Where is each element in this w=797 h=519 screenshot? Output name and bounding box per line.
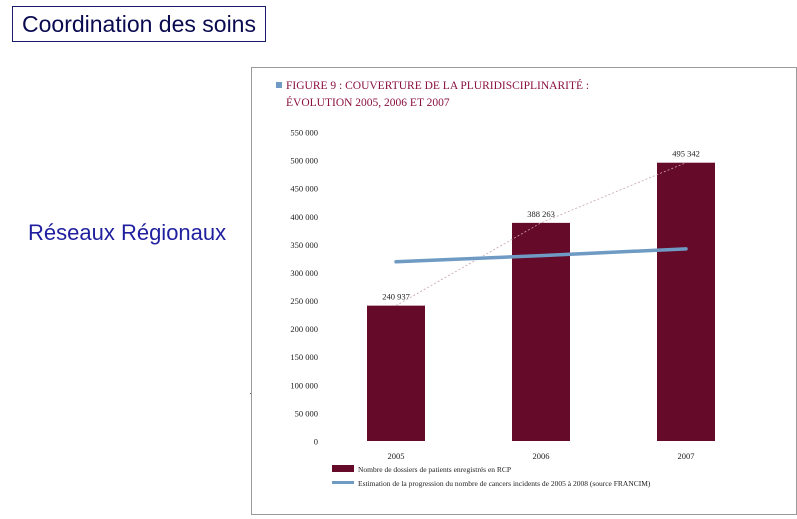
chart-panel: FIGURE 9 : COUVERTURE DE LA PLURIDISCIPL…: [251, 67, 797, 515]
section-label: Réseaux Régionaux: [28, 220, 227, 245]
bar-value-label: 495 342: [672, 149, 700, 159]
legend-label-bars: Nombre de dossiers de patients enregistr…: [358, 465, 511, 474]
bar-2005: [367, 305, 425, 441]
title-marker: [276, 82, 282, 88]
y-tick-label: 250 000: [290, 296, 318, 306]
y-tick-label: 350 000: [290, 240, 318, 250]
bar-value-label: 240 937: [382, 292, 410, 302]
chart-title-line1: FIGURE 9 : COUVERTURE DE LA PLURIDISCIPL…: [286, 78, 589, 92]
y-tick-label: 500 000: [290, 156, 318, 166]
y-tick-label: 400 000: [290, 212, 318, 222]
y-tick-label: 100 000: [290, 380, 318, 390]
overlays: [394, 162, 688, 306]
legend-swatch-bars: [332, 465, 354, 472]
y-tick-label: 550 000: [290, 128, 318, 138]
x-tick-label: 2007: [678, 451, 695, 461]
y-tick-label: 200 000: [290, 324, 318, 334]
x-axis: 2005 2006 2007: [388, 451, 695, 461]
y-tick-label: 0: [314, 437, 318, 447]
y-tick-label: 150 000: [290, 352, 318, 362]
bars: 240 937 388 263 495 342: [367, 149, 715, 441]
y-tick-label: 450 000: [290, 184, 318, 194]
legend: Nombre de dossiers de patients enregistr…: [332, 465, 651, 488]
bar-2006: [512, 222, 570, 441]
y-tick-label: 50 000: [295, 408, 318, 418]
y-axis: 0 50 000 100 000 150 000 200 000 250 000 300 0…: [290, 128, 318, 447]
bar-2007: [657, 162, 715, 441]
bar-value-label: 388 263: [527, 209, 555, 219]
x-tick-label: 2006: [533, 451, 550, 461]
y-tick-label: 300 000: [290, 268, 318, 278]
slide-title: Coordination des soins: [12, 6, 266, 42]
legend-swatch-line: [332, 481, 354, 484]
legend-label-line: Estimation de la progression du nombre d…: [358, 479, 651, 488]
x-tick-label: 2005: [388, 451, 405, 461]
chart-title-line2: ÉVOLUTION 2005, 2006 ET 2007: [286, 95, 450, 109]
bar-chart: FIGURE 9 : COUVERTURE DE LA PLURIDISCIPL…: [276, 78, 715, 488]
estimation-line: [394, 247, 688, 264]
